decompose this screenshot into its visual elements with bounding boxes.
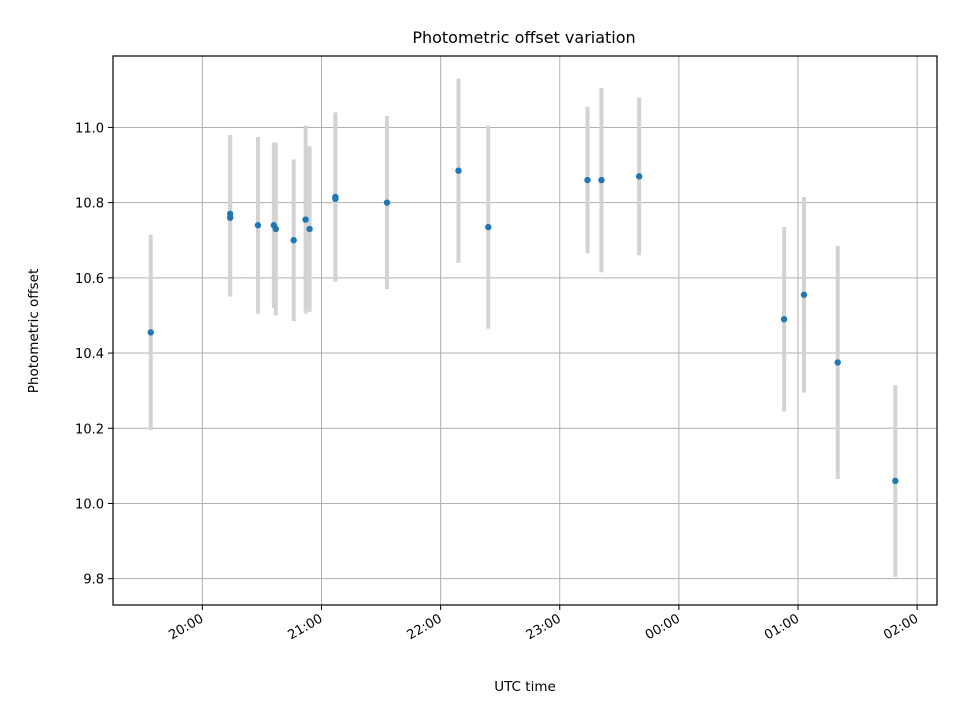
data-point (485, 223, 492, 231)
grid (113, 56, 937, 605)
data-point (306, 225, 313, 233)
y-axis-label: Photometric offset (26, 269, 42, 393)
x-axis-label: UTC time (494, 679, 556, 695)
data-point (302, 216, 309, 223)
y-tick-label: 10.0 (75, 497, 104, 512)
data-point (800, 291, 808, 298)
plot-frame (112, 55, 938, 606)
data-point (226, 214, 234, 221)
x-axis: 20:00 21:00 22:00 23:00 00:00 01:00 02:00 (166, 605, 921, 643)
y-tick-label: 11.0 (75, 121, 104, 136)
data-point (892, 477, 899, 485)
chart-title: Photometric offset variation (412, 28, 635, 47)
data-point (584, 176, 591, 184)
data-point (254, 222, 262, 229)
data-point (272, 225, 280, 233)
data-point (455, 167, 462, 174)
x-tick-label: 00:00 (643, 611, 683, 643)
data-point (598, 176, 605, 184)
data-point (332, 193, 339, 201)
error-bars (148, 78, 898, 577)
data-point (834, 359, 841, 366)
y-tick-label: 10.8 (75, 197, 104, 212)
x-tick-label: 01:00 (762, 611, 802, 643)
data-point (290, 237, 297, 244)
x-tick-label: 02:00 (881, 611, 921, 643)
y-tick-label: 10.2 (75, 422, 104, 437)
y-tick-label: 10.6 (75, 272, 104, 287)
x-tick-label: 23:00 (524, 611, 564, 643)
y-tick-label: 10.4 (75, 347, 104, 362)
data-point (635, 173, 643, 180)
y-tick-label: 9.8 (83, 573, 104, 588)
data-points (147, 167, 899, 485)
data-point (780, 316, 788, 323)
x-tick-label: 22:00 (405, 611, 445, 643)
y-axis: 9.8 10.0 10.2 10.4 10.6 10.8 11.0 (75, 121, 113, 588)
x-tick-label: 21:00 (286, 611, 326, 643)
data-point (147, 329, 154, 336)
data-point (383, 199, 391, 206)
x-tick-label: 20:00 (166, 611, 206, 643)
